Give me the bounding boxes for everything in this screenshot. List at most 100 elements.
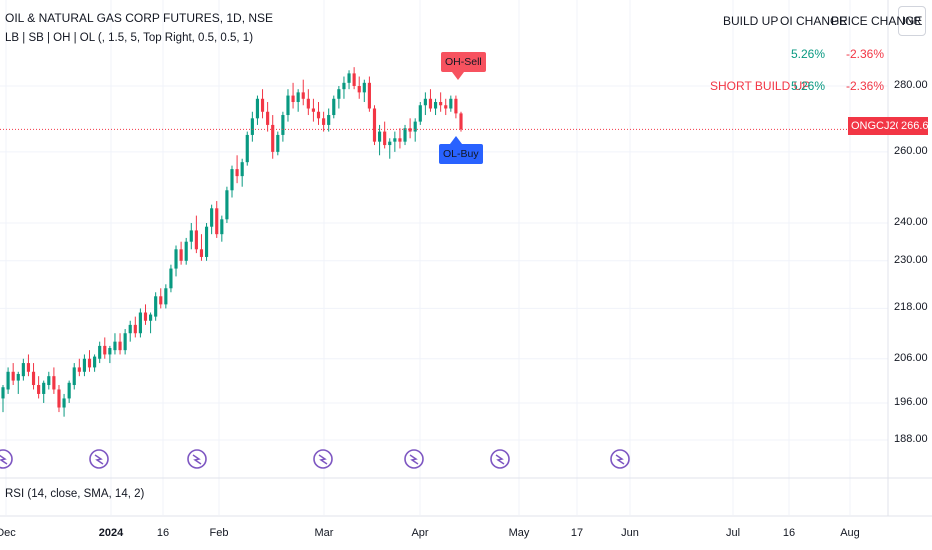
- candle-body: [230, 169, 234, 191]
- candle-body: [383, 131, 387, 146]
- candle-body: [118, 341, 122, 351]
- candle-body: [327, 115, 331, 125]
- lightning-bolt-icon: [495, 454, 505, 465]
- candle-body: [250, 118, 254, 135]
- candle-body: [271, 124, 275, 152]
- oi-change-row2: 5.26%: [791, 79, 826, 93]
- candle-body: [418, 105, 422, 122]
- candle-body: [204, 226, 209, 257]
- candle-body: [235, 169, 239, 177]
- x-tick-label: Mar: [314, 527, 334, 539]
- candle-body: [362, 82, 366, 93]
- candle-body: [342, 82, 346, 90]
- candle-body: [93, 356, 97, 368]
- oh-sell-label[interactable]: OH-Sell: [441, 52, 486, 72]
- candle-body: [1, 387, 5, 399]
- x-tick-label: Dec: [0, 527, 16, 539]
- candle-body: [103, 345, 107, 355]
- candle-body: [143, 312, 148, 321]
- candle-body: [184, 241, 188, 261]
- candle-body: [245, 134, 249, 163]
- candle-body: [67, 382, 71, 399]
- candle-body: [388, 141, 392, 146]
- candle-body: [189, 230, 193, 242]
- candle-body: [215, 208, 219, 235]
- candle-body: [108, 348, 112, 355]
- candle-body: [16, 373, 20, 381]
- x-tick-label: 17: [570, 527, 584, 539]
- candle-body: [199, 249, 204, 257]
- candle-body: [57, 389, 61, 408]
- candle-body: [138, 312, 142, 334]
- candle-body: [347, 73, 351, 83]
- candle-body: [31, 371, 36, 386]
- x-tick-label: Aug: [840, 527, 860, 539]
- y-tick-label: 206.00: [894, 351, 928, 364]
- study-legend[interactable]: LB | SB | OH | OL (, 1.5, 5, Top Right, …: [5, 32, 254, 44]
- candle-body: [169, 268, 173, 289]
- ol-buy-label[interactable]: OL-Buy: [439, 144, 483, 164]
- x-tick-label: Apr: [411, 527, 429, 539]
- candle-body: [220, 219, 224, 235]
- candle-body: [37, 385, 41, 394]
- rsi-legend[interactable]: RSI (14, close, SMA, 14, 2): [5, 488, 145, 500]
- build-up-row2-label: SHORT BUILD UP: [710, 79, 811, 93]
- candle-body: [42, 382, 46, 394]
- candle-body: [301, 92, 305, 99]
- oi-change-row1: 5.26%: [791, 47, 826, 61]
- candle-body: [98, 345, 102, 359]
- x-tick-label: 16: [782, 527, 796, 539]
- x-tick-label: 16: [156, 527, 170, 539]
- candle-body: [133, 324, 137, 334]
- candle-body: [367, 82, 371, 109]
- candle-body: [210, 208, 214, 227]
- lightning-bolt-icon: [0, 454, 8, 465]
- candle-body: [357, 86, 361, 93]
- candle-body: [291, 95, 295, 103]
- candle-body: [260, 98, 265, 112]
- candle-body: [316, 111, 321, 119]
- candle-body: [21, 363, 25, 377]
- symbol-title[interactable]: OIL & NATURAL GAS CORP FUTURES, 1D, NSE: [5, 11, 274, 25]
- lightning-bolt-icon: [615, 454, 625, 465]
- candle-body: [296, 92, 300, 103]
- price-change-row2: -2.36%: [846, 79, 885, 93]
- y-tick-label: 260.00: [894, 144, 928, 157]
- candle-body: [444, 105, 448, 109]
- lightning-bolt-icon: [318, 454, 328, 465]
- candle-body: [82, 358, 86, 372]
- candle-body: [322, 118, 326, 125]
- candle-body: [378, 131, 382, 142]
- y-tick-label: 218.00: [894, 301, 928, 314]
- candle-body: [47, 376, 51, 386]
- candle-body: [255, 98, 260, 119]
- x-tick-label: 2024: [98, 527, 124, 539]
- candle-body: [179, 249, 183, 261]
- lightning-bolt-icon: [192, 454, 202, 465]
- candle-body: [149, 314, 153, 321]
- x-tick-label: Jun: [621, 527, 639, 539]
- lightning-bolt-icon: [409, 454, 419, 465]
- candle-body: [459, 113, 463, 130]
- candle-body: [174, 249, 178, 269]
- candle-body: [311, 108, 315, 112]
- candle-body: [352, 73, 356, 86]
- candle-body: [433, 102, 438, 109]
- candle-body: [281, 115, 285, 135]
- candle-body: [413, 121, 417, 132]
- candle-body: [128, 324, 132, 334]
- candle-body: [159, 296, 163, 305]
- candle-body: [398, 138, 402, 142]
- candle-body: [240, 162, 244, 177]
- candle-body: [332, 98, 336, 116]
- candle-body: [439, 102, 443, 106]
- candle-body: [449, 98, 453, 109]
- oi-change-header: OI CHANGE: [780, 14, 848, 28]
- oh-sell-pointer: [452, 72, 464, 80]
- currency-button[interactable]: INR: [898, 6, 926, 36]
- candle-body: [276, 134, 280, 152]
- lightning-bolt-icon: [94, 454, 104, 465]
- y-tick-label: 188.00: [894, 433, 928, 445]
